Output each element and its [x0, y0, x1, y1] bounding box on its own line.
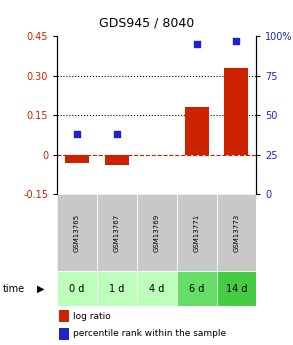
- Text: time: time: [3, 284, 25, 294]
- Bar: [137, 272, 177, 306]
- Bar: [65, 155, 89, 162]
- Text: GSM13769: GSM13769: [154, 214, 160, 252]
- Text: GSM13771: GSM13771: [194, 214, 200, 252]
- Text: GSM13767: GSM13767: [114, 214, 120, 252]
- Text: 6 d: 6 d: [189, 284, 204, 294]
- Text: 0 d: 0 d: [69, 284, 85, 294]
- Text: log ratio: log ratio: [73, 312, 111, 321]
- Bar: [185, 107, 209, 155]
- Text: GDS945 / 8040: GDS945 / 8040: [99, 16, 194, 29]
- Text: ▶: ▶: [37, 284, 44, 294]
- Bar: [177, 194, 217, 272]
- Text: percentile rank within the sample: percentile rank within the sample: [73, 329, 226, 338]
- Text: GSM13765: GSM13765: [74, 214, 80, 252]
- Bar: [217, 194, 256, 272]
- Point: [234, 38, 239, 44]
- Text: 1 d: 1 d: [109, 284, 125, 294]
- Point: [194, 41, 199, 47]
- Bar: [177, 272, 217, 306]
- Bar: [97, 194, 137, 272]
- Bar: [217, 272, 256, 306]
- Bar: [105, 155, 129, 165]
- Bar: [59, 310, 69, 322]
- Bar: [57, 272, 97, 306]
- Bar: [137, 194, 177, 272]
- Bar: [57, 194, 97, 272]
- Text: 14 d: 14 d: [226, 284, 247, 294]
- Text: 4 d: 4 d: [149, 284, 164, 294]
- Point: [115, 131, 119, 137]
- Bar: [59, 327, 69, 340]
- Point: [75, 131, 79, 137]
- Text: GSM13773: GSM13773: [234, 214, 239, 252]
- Bar: [97, 272, 137, 306]
- Bar: [224, 68, 248, 155]
